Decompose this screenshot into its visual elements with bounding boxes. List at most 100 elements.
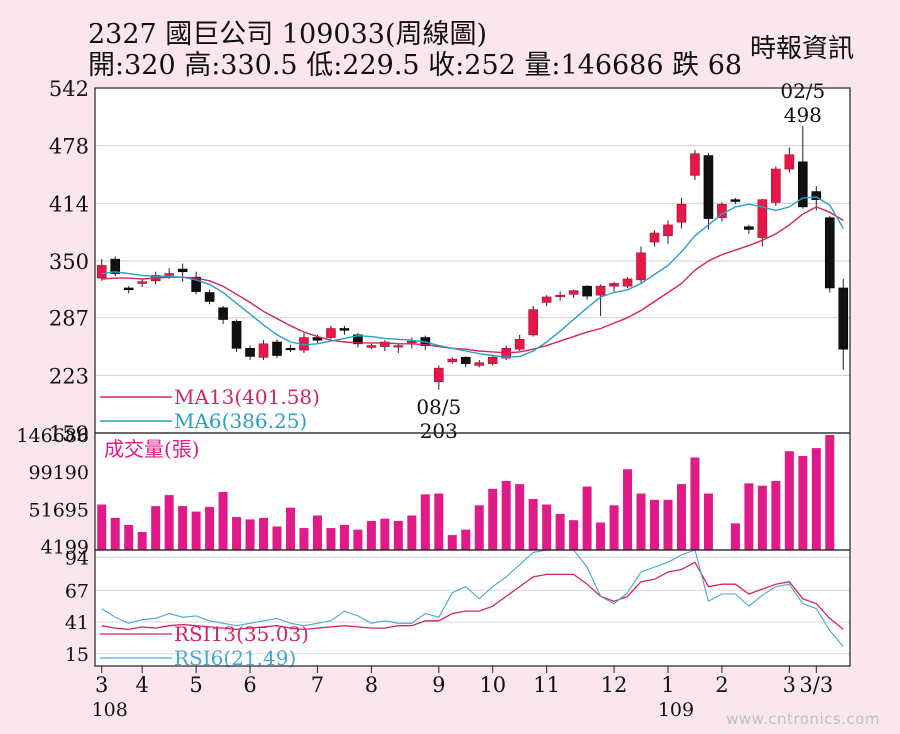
ma13-legend-label: MA13(401.58) [174,385,320,409]
volume-bar [407,515,417,550]
candle-body [487,357,498,364]
volume-bar [312,515,322,550]
price-tick-label: 414 [49,192,89,216]
candle-body [272,341,282,356]
volume-bar [771,481,781,550]
candle-body [609,283,619,287]
watermark: www.cntronics.com [726,710,880,728]
chart-title: 2327 國巨公司 109033(周線圖) [88,19,488,50]
volume-bar [232,517,242,550]
rsi-background [95,550,850,666]
x-tick-label: 9 [432,673,445,697]
volume-tick-label: 4199 [41,537,89,559]
candle-body [312,337,323,341]
volume-bar [528,499,538,550]
x-tick-label: 11 [533,673,560,697]
volume-bar [326,528,336,550]
candle-body [137,281,147,284]
volume-bar [461,529,471,550]
x-tick-label: 1 [661,673,674,697]
volume-bar [609,505,619,550]
volume-bar [272,526,282,550]
candle-body [798,161,808,208]
volume-bar [285,507,295,550]
volume-bar [259,517,269,550]
volume-bar [501,481,511,550]
x-tick-label: 5 [189,673,202,697]
candle-body [771,168,781,203]
x-tick-label: 3 [95,673,108,697]
x-tick-label: 4 [136,673,149,697]
price-stats: 開:320 高:330.5 低:229.5 收:252 量:146686 跌 6… [88,50,743,81]
volume-bar [825,435,835,550]
candle-body [676,203,687,223]
data-source: 時報資訊 [749,34,854,64]
candle-body [838,287,849,350]
rsi-tick-label: 94 [65,547,89,569]
volume-bar [124,524,134,550]
volume-tick-label: 51695 [29,499,89,521]
ma6-legend-label: MA6(386.25) [174,409,307,433]
volume-bar [757,485,767,550]
candle-body [366,345,377,348]
volume-bar [703,493,713,550]
volume-bar [366,520,376,550]
candle-body [811,191,822,200]
volume-bar [393,520,403,550]
volume-bar [245,519,255,550]
price-tick-label: 350 [49,250,89,274]
low-annotation-value: 203 [420,419,458,443]
candle-body [730,199,741,202]
candle-body [407,340,417,344]
candle-body [744,226,754,230]
rsi-tick-label: 41 [65,612,89,634]
candle-body [285,348,296,351]
volume-bar [474,505,484,550]
volume-bar [730,523,740,550]
volume-bar [380,518,390,550]
price-tick-label: 478 [49,135,89,159]
price-tick-label: 159 [49,422,89,446]
volume-bar [164,495,174,550]
x-tick-label: 3 [783,673,796,697]
candle-body [258,343,269,358]
volume-bar [663,499,673,550]
candle-body [393,345,404,348]
candle-body [474,362,485,366]
volume-tick-label: 146686 [16,425,89,447]
candle-body [582,285,592,297]
candle-body [568,290,579,295]
candle-body [433,367,444,382]
x-tick-label: 7 [311,673,324,697]
volume-bar [110,517,120,550]
volume-bar [299,528,309,550]
candle-body [460,357,471,364]
volume-bar [650,499,660,550]
volume-bar [784,451,794,550]
x-year-label: 108 [92,699,128,721]
volume-bar [744,483,754,550]
candle-body [123,287,134,291]
volume-bar [137,531,147,550]
volume-bar [690,457,700,550]
candle-body [690,153,700,176]
candle-body [191,276,201,292]
rsi6-line [101,549,844,647]
volume-bar [205,506,215,550]
candle-body [717,203,727,219]
candle-body [649,232,660,243]
volume-bar [542,504,552,550]
plot-background [95,88,850,550]
candle-body [636,252,646,281]
x-tick-label: 12 [601,673,628,697]
candle-body [555,294,565,297]
volume-bar [420,494,430,550]
rsi13-legend-label: RSI13(35.03) [174,622,309,646]
x-tick-label: 3/3 [799,673,833,697]
volume-bar [191,511,201,550]
x-tick-label: 2 [715,673,728,697]
x-tick-label: 6 [243,673,256,697]
volume-tick-label: 99190 [29,462,89,484]
candle-body [703,155,714,219]
